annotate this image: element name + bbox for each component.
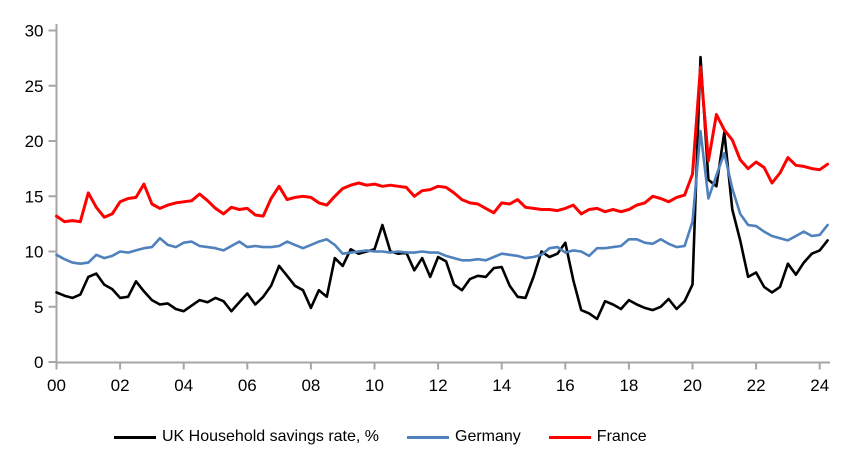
legend-label-uk: UK Household savings rate, % — [162, 428, 379, 445]
y-tick-label: 10 — [25, 243, 44, 262]
legend-item-uk: UK Household savings rate, % — [114, 428, 379, 446]
y-tick-label: 15 — [25, 187, 44, 206]
x-tick-label: 24 — [810, 376, 829, 395]
legend-item-france: France — [548, 428, 647, 446]
x-tick-label: 08 — [301, 376, 320, 395]
x-tick-label: 04 — [174, 376, 193, 395]
y-tick-label: 30 — [25, 22, 44, 41]
x-tick-label: 12 — [429, 376, 448, 395]
legend-label-france: France — [596, 428, 647, 445]
x-tick-label: 18 — [619, 376, 638, 395]
germany-series-line — [55, 129, 829, 266]
y-tick-label: 0 — [34, 353, 43, 372]
savings-chart: 0 5 10 15 20 25 30 00 02 04 06 08 10 12 14 16 18 20 22 24 — [25, 22, 830, 395]
legend-item-germany: Germany — [407, 428, 521, 446]
france-series-swatch — [548, 435, 591, 439]
france-series-line — [55, 65, 830, 224]
x-tick-label: 06 — [238, 376, 257, 395]
legend-label-germany: Germany — [455, 428, 521, 445]
x-tick-label: 00 — [47, 376, 66, 395]
x-tick-label: 10 — [365, 376, 384, 395]
x-tick-label: 16 — [556, 376, 575, 395]
y-tick-label: 5 — [34, 298, 43, 317]
germany-series-swatch — [407, 435, 449, 439]
y-tick-label: 25 — [25, 77, 44, 96]
x-tick-label: 22 — [747, 376, 766, 395]
chart-legend: UK Household savings rate, % Germany Fra… — [114, 428, 647, 446]
uk-series-swatch — [114, 435, 156, 439]
y-tick-label: 20 — [25, 132, 44, 151]
x-tick-label: 14 — [492, 376, 511, 395]
x-tick-label: 20 — [683, 376, 702, 395]
x-tick-label: 02 — [111, 376, 130, 395]
